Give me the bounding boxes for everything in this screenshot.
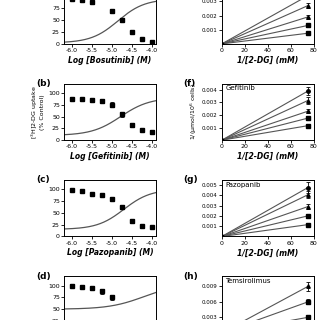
X-axis label: Log [Pazopanib] (M): Log [Pazopanib] (M) xyxy=(67,248,153,257)
Text: (h): (h) xyxy=(183,272,198,281)
Text: Gefitinib: Gefitinib xyxy=(226,85,255,91)
X-axis label: Log [Gefitinib] (M): Log [Gefitinib] (M) xyxy=(70,152,150,161)
Text: (g): (g) xyxy=(183,175,198,184)
Text: Temsirolimus: Temsirolimus xyxy=(226,278,271,284)
X-axis label: Log [Bosutinib] (M): Log [Bosutinib] (M) xyxy=(68,56,151,65)
X-axis label: 1/[2-DG] (mM): 1/[2-DG] (mM) xyxy=(237,56,298,65)
Y-axis label: [$^3$H]2-DG uptake
(% Control): [$^3$H]2-DG uptake (% Control) xyxy=(29,85,45,139)
Y-axis label: 1/(μmol/10$^6$ cells): 1/(μmol/10$^6$ cells) xyxy=(189,83,199,140)
X-axis label: 1/[2-DG] (mM): 1/[2-DG] (mM) xyxy=(237,152,298,161)
Text: Pazopanib: Pazopanib xyxy=(226,181,261,188)
Text: (c): (c) xyxy=(36,175,50,184)
Text: (b): (b) xyxy=(36,79,51,88)
Text: (d): (d) xyxy=(36,272,51,281)
Text: (f): (f) xyxy=(183,79,196,88)
X-axis label: 1/[2-DG] (mM): 1/[2-DG] (mM) xyxy=(237,248,298,257)
